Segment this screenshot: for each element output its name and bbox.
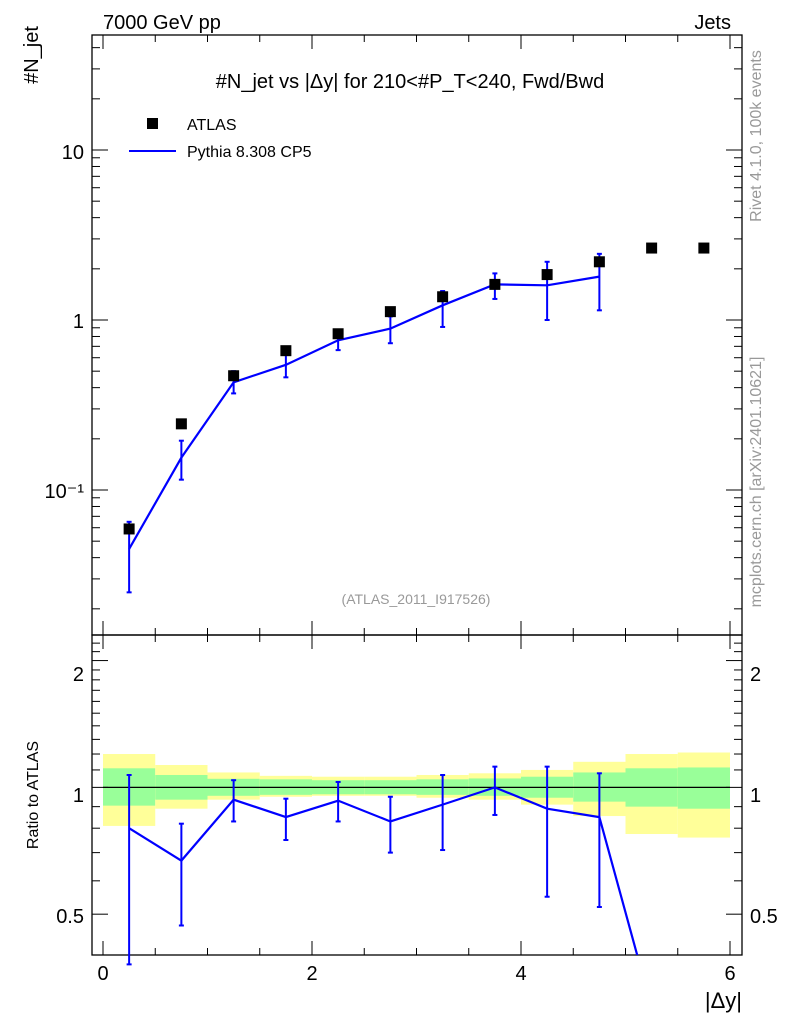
ratio-axis-title: Ratio to ATLAS [25, 741, 42, 849]
atlas-point-8 [541, 269, 553, 281]
ratio-line [128, 786, 639, 955]
x-tick-label-2: 2 [306, 963, 317, 985]
ratio-tick-label-right-1: 1 [750, 785, 761, 807]
atlas-point-6 [437, 291, 449, 303]
ratio-tick-label-1: 1 [73, 785, 84, 807]
atlas-point-4 [332, 328, 344, 340]
green-band-bin-11 [677, 767, 730, 809]
legend-atlas-label: ATLAS [187, 117, 237, 134]
ratio-uncertainty-bands [103, 752, 730, 838]
header-right: Jets [694, 12, 731, 34]
ratio-tick-label-2: 2 [73, 664, 84, 686]
y-tick-label-1: 1 [73, 311, 84, 333]
y-tick-label-10: 10 [62, 142, 84, 164]
atlas-point-2 [228, 370, 240, 382]
legend-atlas-marker [147, 118, 158, 129]
ratio-tick-label-right-2: 2 [750, 664, 761, 686]
rivet-label: Rivet 4.1.0, 100k events [748, 50, 765, 222]
x-tick-label-4: 4 [515, 963, 526, 985]
ratio-tick-label-0p5: 0.5 [56, 906, 84, 928]
axis-ticks [92, 35, 742, 956]
x-tick-label-6: 6 [724, 963, 735, 985]
atlas-point-1 [175, 418, 187, 430]
pythia-top-series [126, 252, 602, 594]
ratio-tick-label-right-0p5: 0.5 [750, 906, 778, 928]
pythia-line [128, 275, 600, 550]
x-axis-title: |Δy| [705, 988, 742, 1013]
analysis-watermark: (ATLAS_2011_I917526) [342, 591, 491, 607]
y-tick-label-0p1: 10⁻¹ [45, 481, 85, 503]
atlas-point-10 [646, 242, 658, 254]
atlas-point-5 [384, 306, 396, 318]
atlas-point-0 [123, 523, 135, 535]
atlas-point-7 [489, 278, 501, 290]
plot-title: #N_jet vs |Δy| for 210<#P_T<240, Fwd/Bwd [216, 71, 604, 93]
atlas-point-3 [280, 345, 292, 357]
mcplots-label: mcplots.cern.ch [arXiv:2401.10621] [748, 357, 765, 608]
atlas-data-points [123, 242, 710, 535]
atlas-point-9 [593, 256, 605, 268]
atlas-point-11 [698, 242, 710, 254]
pythia-ratio-series [126, 765, 639, 966]
header-left: 7000 GeV pp [103, 12, 221, 34]
x-tick-label-0: 0 [97, 963, 108, 985]
legend-pythia-label: Pythia 8.308 CP5 [187, 144, 312, 161]
y-axis-title: #N_jet [21, 26, 43, 84]
